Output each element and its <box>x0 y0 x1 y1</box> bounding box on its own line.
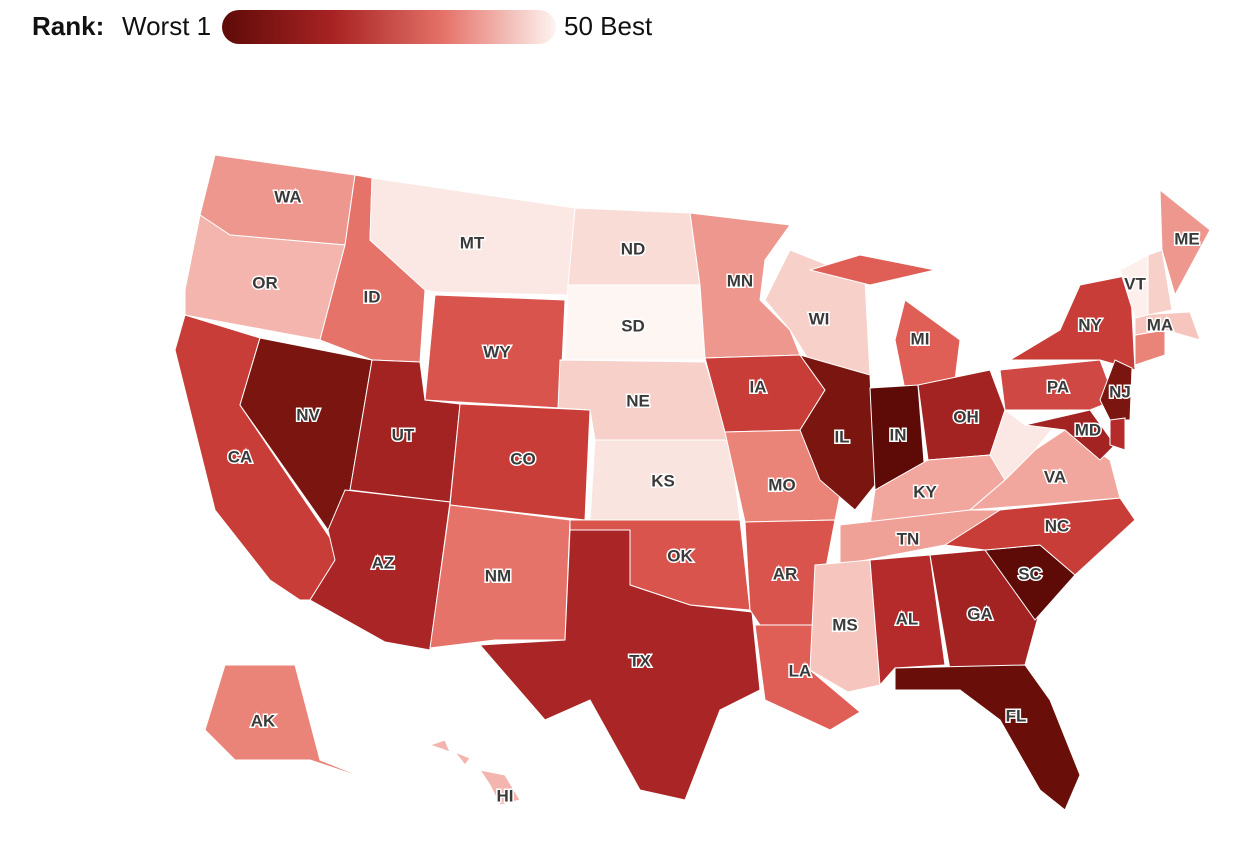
state-label: KS <box>651 471 675 490</box>
state-label: CA <box>228 447 253 466</box>
state <box>204 664 371 781</box>
state <box>428 739 521 806</box>
state-label: GA <box>967 604 993 623</box>
state-label: SC <box>1018 564 1042 583</box>
state <box>1119 254 1149 319</box>
state-label: TN <box>897 529 920 548</box>
state-label: WI <box>809 309 830 328</box>
state-label: NC <box>1045 516 1070 535</box>
state <box>564 284 706 361</box>
legend-gradient <box>222 10 556 44</box>
state-label: OH <box>953 407 979 426</box>
state-label: IA <box>750 377 767 396</box>
legend-low: Worst 1 <box>122 11 211 41</box>
state-label: MD <box>1075 420 1101 439</box>
state-label: KY <box>913 482 937 501</box>
state-label: OK <box>667 546 693 565</box>
state-label: HI <box>497 786 514 805</box>
state <box>429 504 571 649</box>
state-label: ME <box>1174 229 1200 248</box>
state-label: AR <box>773 564 798 583</box>
state-label: VT <box>1124 274 1146 293</box>
state <box>894 664 1081 811</box>
state-label: LA <box>789 661 812 680</box>
state-label: FL <box>1006 706 1027 725</box>
state <box>478 529 761 801</box>
state-label: VA <box>1044 467 1066 486</box>
state-label: AK <box>251 711 276 730</box>
state-label: NE <box>626 391 650 410</box>
state-label: IL <box>834 427 849 446</box>
state <box>1109 417 1126 451</box>
state-label: OR <box>252 273 278 292</box>
state-label: ID <box>364 287 381 306</box>
state <box>1134 329 1166 366</box>
state-label: ND <box>621 239 646 258</box>
state-label: SD <box>621 316 645 335</box>
state-label: NY <box>1078 315 1102 334</box>
state-label: AL <box>896 609 919 628</box>
state-label: IN <box>890 425 907 444</box>
state <box>1008 274 1136 371</box>
state <box>943 497 1136 576</box>
state-label: TX <box>629 651 651 670</box>
legend-title: Rank: <box>32 11 104 41</box>
state-label: NV <box>296 405 320 424</box>
state-label: MN <box>727 271 753 290</box>
state-label: UT <box>392 425 415 444</box>
state-label: NM <box>485 566 511 585</box>
state-label: MT <box>460 233 485 252</box>
state-label: PA <box>1047 377 1069 396</box>
legend-high: 50 Best <box>564 11 653 41</box>
state <box>1159 188 1211 297</box>
state-label: AZ <box>372 553 395 572</box>
state-label: MI <box>911 329 930 348</box>
state-label: CO <box>510 449 536 468</box>
state-label: WA <box>274 187 301 206</box>
state <box>809 559 881 693</box>
state-label: MS <box>832 615 858 634</box>
state-label: MA <box>1147 315 1173 334</box>
state <box>869 554 946 687</box>
state <box>1134 311 1201 341</box>
state <box>1024 409 1116 461</box>
state-label: WY <box>483 342 511 361</box>
state-label: NJ <box>1109 382 1131 401</box>
states <box>174 154 1211 811</box>
state-labels: WA OR CA NV ID MT WY UT CO AZ NM ND SD NE KS OK TX MN IA MO… <box>226 186 1201 807</box>
state-label: MO <box>768 475 795 494</box>
